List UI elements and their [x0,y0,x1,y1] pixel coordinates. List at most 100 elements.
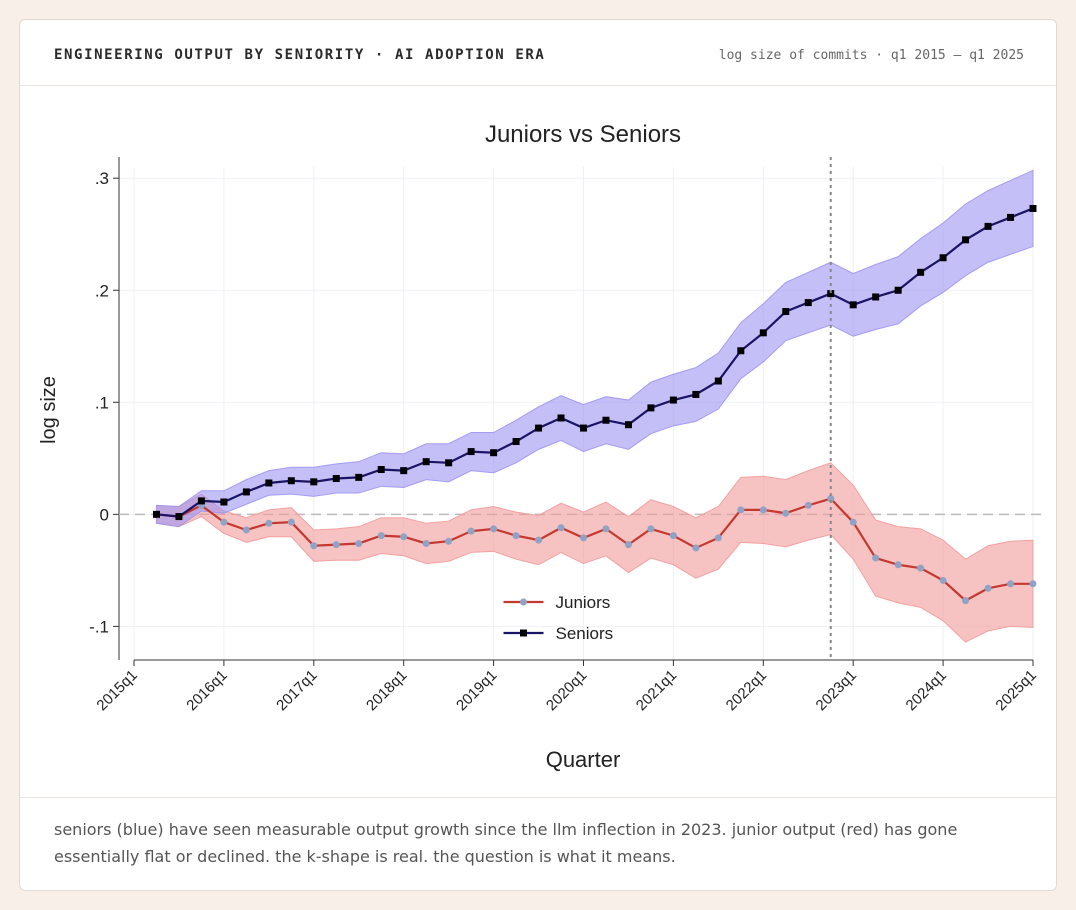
marker [624,421,632,429]
y-tick-label: 0 [100,505,109,524]
x-tick-label: 2023q1 [813,667,860,714]
x-tick-label: 2017q1 [273,667,320,714]
legend-label: Seniors [556,624,614,643]
marker [355,539,363,547]
x-tick-label: 2021q1 [633,667,680,714]
marker [332,541,340,549]
marker [557,524,565,532]
marker [692,390,700,398]
marker [984,222,992,230]
x-tick-label: 2020q1 [543,667,590,714]
marker [535,424,543,432]
marker [827,495,835,503]
legend-marker [520,598,527,606]
marker [152,510,160,518]
marker [872,554,880,562]
marker [849,518,857,526]
marker [894,286,902,294]
marker [355,473,363,481]
marker [962,236,970,244]
marker [445,537,453,545]
marker [827,290,835,298]
marker [1029,580,1037,588]
x-tick-label: 2019q1 [453,667,500,714]
y-tick-label: .2 [95,281,109,300]
marker [759,506,767,514]
legend: Juniors Seniors [503,593,614,643]
marker [1007,580,1015,588]
marker [759,329,767,337]
marker [917,564,925,572]
marker [782,509,790,517]
x-tick-label: 2015q1 [93,667,140,714]
marker [737,347,745,355]
marker [265,519,273,527]
card-header: ENGINEERING OUTPUT BY SENIORITY · AI ADO… [20,20,1056,86]
marker [467,448,475,456]
marker [242,526,250,534]
marker [894,561,902,569]
marker [1029,204,1037,212]
marker [624,541,632,549]
marker [535,536,543,544]
chart: Juniors vs Seniors log size Quarter -.1 0 .1.… [38,121,1045,772]
marker [490,449,498,457]
marker [939,576,947,584]
marker [714,377,722,385]
confidence-band [155,169,1034,528]
marker [400,533,408,541]
marker [467,527,475,535]
caption: seniors (blue) have seen measurable outp… [54,820,958,866]
marker [377,532,385,540]
marker [512,532,520,540]
marker [714,534,722,542]
marker [962,597,970,605]
y-tick-label: .1 [95,393,109,412]
marker [939,254,947,262]
x-tick-label: 2016q1 [183,667,230,714]
marker [647,525,655,533]
marker [242,488,250,496]
caption-area: seniors (blue) have seen measurable outp… [20,797,1056,890]
marker [580,534,587,542]
marker [782,308,790,316]
marker [984,584,992,592]
marker [422,458,430,466]
marker [737,506,745,514]
marker [490,525,498,533]
chart-title: Juniors vs Seniors [485,121,681,148]
marker [287,518,295,526]
card-subtitle: log size of commits · q1 2015 – q1 2025 [718,48,1024,63]
x-tick-label: 2025q1 [992,667,1039,714]
marker [220,498,228,506]
marker [669,532,677,540]
marker [692,544,700,552]
marker [669,396,677,404]
marker [512,438,520,446]
marker [310,478,318,486]
marker [804,299,812,307]
marker [804,501,812,509]
card-title: ENGINEERING OUTPUT BY SENIORITY · AI ADO… [54,47,546,63]
marker [602,525,610,533]
confidence-band [155,462,1034,643]
marker [557,414,565,422]
marker [332,474,340,482]
marker [197,497,205,505]
marker [647,404,655,412]
marker [377,466,385,474]
marker [287,477,295,485]
marker [220,518,228,526]
y-tick-label: -.1 [89,617,109,636]
marker [1007,213,1015,221]
card: ENGINEERING OUTPUT BY SENIORITY · AI ADO… [19,19,1057,891]
marker [602,416,610,424]
series-line [156,497,1033,602]
marker [310,542,318,550]
y-axis-label: log size [38,376,60,444]
marker [265,479,273,487]
x-axis-label: Quarter [546,747,621,772]
legend-label: Juniors [556,593,611,612]
x-tick-label: 2024q1 [903,667,950,714]
marker [872,293,880,301]
